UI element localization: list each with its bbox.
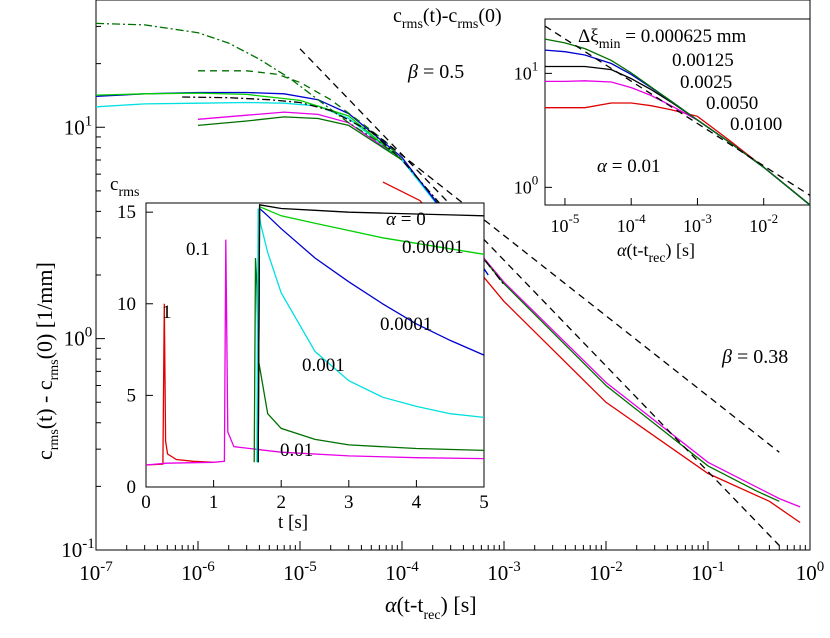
main-x-tick-label: 10-5 xyxy=(283,559,317,585)
inset-linear-series-0-01 xyxy=(253,257,484,463)
inset-label-0-01: 0.01 xyxy=(280,440,313,461)
main-series-0-001 xyxy=(96,101,489,276)
inset-linear-y-tick-label: 5 xyxy=(127,385,137,406)
main-series-green-dashdot xyxy=(96,22,403,161)
main-tick-group: 10-7 10-6 10-5 10-4 10-3 10-2 10-1 10010-110010… xyxy=(61,0,824,585)
main-x-tick-label: 10-1 xyxy=(691,559,725,585)
main-x-tick-label: 10-4 xyxy=(385,559,419,585)
main-x-tick-label: 10-3 xyxy=(487,559,521,585)
loglog-label-0-000625: Δξmin = 0.000625 mm xyxy=(578,26,746,52)
inset-label-alpha-0: α = 0 xyxy=(386,209,426,230)
inset-linear-series-1 xyxy=(146,303,214,466)
inset-loglog-x-tick-label: 10-2 xyxy=(749,211,778,236)
inset-linear-series-0-1 xyxy=(146,239,484,466)
inset-linear-x-tick-label: 4 xyxy=(412,492,422,513)
inset-linear-x-label: t [s] xyxy=(278,512,308,533)
inset-label-0-1: 0.1 xyxy=(186,239,210,260)
inset-linear-x-tick-label: 2 xyxy=(276,492,286,513)
inset-loglog: 10-5 10-4 10-3 10-2 100 101 α(t-trec) [s] Δξm… xyxy=(514,18,811,266)
main-series-0-00001 xyxy=(96,92,403,161)
main-series-beta-0-38-fit xyxy=(370,130,780,453)
inset-linear-y-tick-label: 0 xyxy=(127,477,137,498)
main-x-tick-label: 100 xyxy=(796,559,825,585)
main-x-label: α(t-trec) [s] xyxy=(385,592,477,623)
main-y-tick-label: 10-1 xyxy=(61,536,95,562)
main-y-label: crms(t) - crms(0) [1/mm] xyxy=(32,262,62,460)
inset-label-0-0001: 0.0001 xyxy=(380,314,432,335)
annotation-beta-0-5: β = 0.5 xyxy=(407,61,464,83)
inset-loglog-series-fit xyxy=(545,25,810,196)
loglog-label-0-0050: 0.0050 xyxy=(706,93,758,114)
inset-linear: 0 1 2 3 4 5 0 5 10 15 crms t [s] 1 0.1 0.01 0.001… xyxy=(110,174,489,533)
main-plot: 10-7 10-6 10-5 10-4 10-3 10-2 10-1 10010-110010… xyxy=(32,0,824,623)
main-series-1 xyxy=(382,181,801,524)
inset-label-0-001: 0.001 xyxy=(302,355,345,376)
inset-linear-y-label: crms xyxy=(110,174,139,200)
inset-linear-series-0-0001 xyxy=(257,207,484,463)
inset-loglog-x-tick-label: 10-4 xyxy=(617,211,646,236)
inset-linear-y-tick-label: 10 xyxy=(117,294,136,315)
inset-linear-series-0 xyxy=(257,204,484,463)
inset-linear-x-tick-label: 1 xyxy=(209,492,219,513)
inset-linear-x-tick-label: 3 xyxy=(344,492,354,513)
inset-label-0-00001: 0.00001 xyxy=(402,237,464,258)
inset-loglog-x-tick-label: 10-3 xyxy=(683,211,712,236)
main-y-tick-label: 100 xyxy=(64,325,93,351)
inset-label-1: 1 xyxy=(162,302,172,323)
annotation-crms-diff: crms(t)-crms(0) xyxy=(393,5,502,32)
loglog-label-0-0025: 0.0025 xyxy=(680,72,732,93)
inset-linear-x-tick-label: 0 xyxy=(141,492,151,513)
main-x-tick-label: 10-6 xyxy=(181,559,215,585)
main-x-tick-label: 10-7 xyxy=(79,559,113,585)
main-series-green-dashed xyxy=(198,70,403,161)
main-series-group xyxy=(96,22,801,546)
inset-loglog-y-tick-label: 101 xyxy=(514,58,539,83)
loglog-label-0-0100: 0.0100 xyxy=(730,114,782,135)
inset-linear-tick-group: 0 1 2 3 4 5 0 5 10 15 xyxy=(117,202,489,513)
annotation-beta-0-38: β = 0.38 xyxy=(721,346,788,368)
inset-linear-x-tick-label: 5 xyxy=(479,492,489,513)
loglog-label-0-00125: 0.00125 xyxy=(672,50,734,71)
inset-loglog-x-label: α(t-trec) [s] xyxy=(617,240,695,266)
inset-loglog-tick-group: 10-5 10-4 10-3 10-2 100 101 xyxy=(514,58,778,236)
inset-linear-series-0-00001 xyxy=(257,205,484,463)
main-x-tick-label: 10-2 xyxy=(589,559,623,585)
inset-loglog-series-group xyxy=(545,25,810,205)
inset-loglog-x-tick-label: 10-5 xyxy=(551,211,580,236)
inset-linear-series-group xyxy=(146,204,484,466)
main-series-0 xyxy=(182,96,505,286)
inset-loglog-y-tick-label: 100 xyxy=(514,172,539,197)
main-y-tick-label: 101 xyxy=(64,113,93,139)
loglog-label-alpha-0-01: α = 0.01 xyxy=(597,156,660,177)
inset-loglog-series-0-0100 xyxy=(545,102,810,205)
inset-linear-y-tick-label: 15 xyxy=(117,202,136,223)
